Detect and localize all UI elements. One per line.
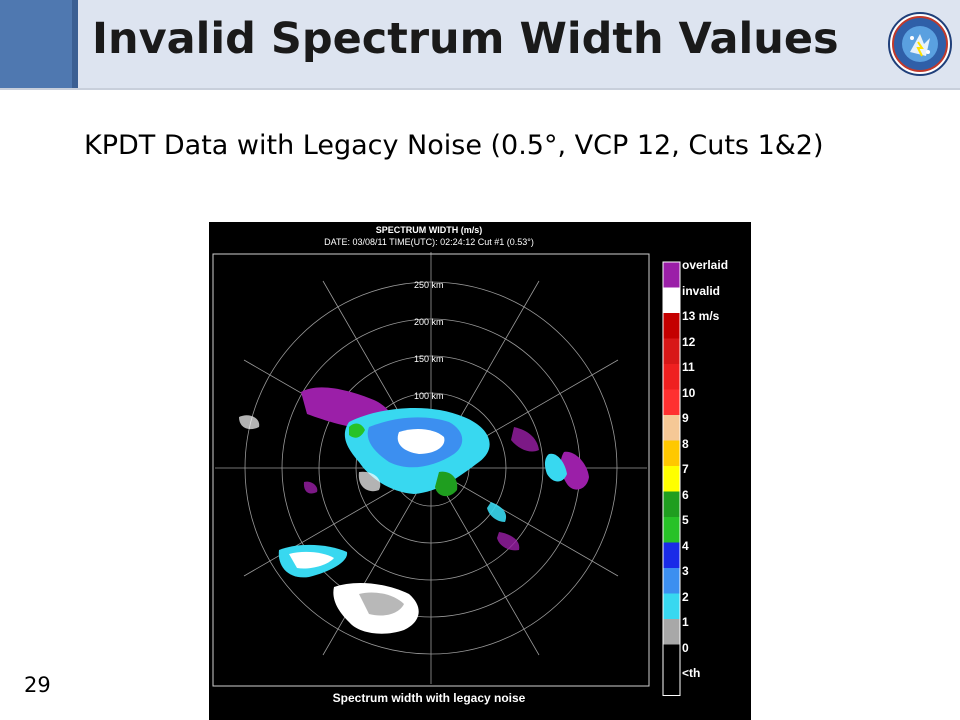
slide-title: Invalid Spectrum Width Values bbox=[92, 14, 839, 64]
echo-regions bbox=[239, 387, 589, 634]
legend-label: 13 m/s bbox=[682, 309, 720, 323]
legend-label: 11 bbox=[682, 360, 695, 374]
legend-swatch bbox=[663, 542, 680, 568]
legend-label: 8 bbox=[682, 436, 689, 451]
page-number: 29 bbox=[24, 673, 51, 697]
legend-swatch bbox=[663, 619, 680, 645]
legend-swatch bbox=[663, 491, 680, 517]
legend-frame bbox=[662, 261, 681, 696]
plot-frame bbox=[212, 253, 650, 687]
legend-swatch bbox=[663, 364, 680, 390]
range-ring-labels: 250 km 200 km 150 km 100 km bbox=[414, 280, 444, 401]
legend-swatch bbox=[663, 415, 680, 441]
legend-label: 10 bbox=[682, 385, 696, 400]
slide-subtitle: KPDT Data with Legacy Noise (0.5°, VCP 1… bbox=[84, 130, 824, 161]
ring-label-150: 150 km bbox=[414, 354, 444, 364]
color-legend bbox=[662, 261, 681, 696]
legend-swatch bbox=[663, 338, 680, 364]
legend-label: 4 bbox=[682, 538, 689, 553]
legend-swatch bbox=[663, 593, 680, 619]
legend-label: 7 bbox=[682, 462, 689, 476]
legend-label: 0 bbox=[682, 640, 689, 655]
header-accent-block bbox=[0, 0, 78, 88]
legend-swatch bbox=[663, 313, 680, 339]
legend-label: 2 bbox=[682, 589, 689, 604]
legend-label: 3 bbox=[682, 564, 689, 578]
legend-swatch bbox=[663, 568, 680, 594]
slide-header: Invalid Spectrum Width Values bbox=[0, 0, 960, 90]
radar-plot: 250 km 200 km 150 km 100 km bbox=[212, 252, 681, 696]
national-severe-storms-laboratory-seal-icon bbox=[888, 12, 952, 76]
legend-swatch bbox=[663, 644, 680, 670]
legend-swatch bbox=[663, 389, 680, 415]
legend-swatch bbox=[663, 466, 680, 492]
radar-title: SPECTRUM WIDTH (m/s) bbox=[375, 225, 483, 235]
legend-label: 1 bbox=[682, 615, 689, 629]
legend-swatch bbox=[663, 287, 680, 313]
legend-label: 12 bbox=[682, 334, 696, 349]
legend-label: 6 bbox=[682, 487, 689, 502]
ring-label-100: 100 km bbox=[414, 391, 444, 401]
radar-image: 250 km 200 km 150 km 100 km SPECTRUM WID… bbox=[209, 222, 751, 720]
legend-swatch bbox=[663, 262, 680, 288]
legend-label: <th bbox=[682, 666, 701, 680]
legend-swatch bbox=[663, 440, 680, 466]
ring-label-200: 200 km bbox=[414, 317, 444, 327]
legend-swatch bbox=[663, 670, 680, 696]
legend-label: overlaid bbox=[682, 258, 729, 272]
radar-date-line: DATE: 03/08/11 TIME(UTC): 02:24:12 Cut #… bbox=[324, 237, 534, 247]
ring-label-250: 250 km bbox=[414, 280, 444, 290]
radar-caption: Spectrum width with legacy noise bbox=[332, 691, 526, 705]
legend-label: 5 bbox=[682, 513, 689, 527]
legend-label: 9 bbox=[682, 411, 689, 425]
header-accent-strip bbox=[72, 0, 78, 88]
legend-swatch bbox=[663, 517, 680, 543]
legend-label: invalid bbox=[682, 283, 721, 298]
